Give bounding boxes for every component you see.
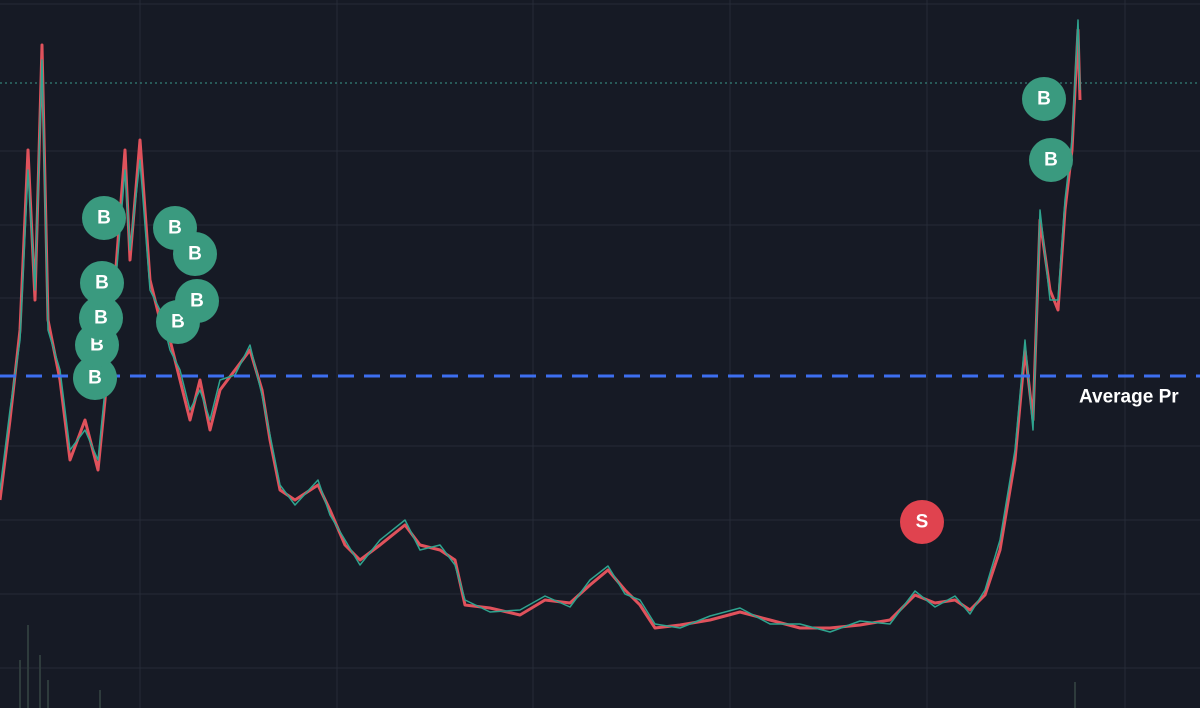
trade-markers: B B B B B B B B B B B S: [73, 77, 1073, 544]
buy-marker[interactable]: B: [175, 279, 219, 323]
buy-marker[interactable]: B: [79, 296, 123, 340]
sell-marker[interactable]: S: [900, 500, 944, 544]
buy-marker[interactable]: B: [80, 261, 124, 305]
marker-label: B: [94, 308, 108, 329]
buy-marker[interactable]: B: [1029, 138, 1073, 182]
marker-label: B: [97, 208, 111, 229]
buy-marker[interactable]: B: [82, 196, 126, 240]
marker-label: B: [190, 291, 204, 312]
marker-label: B: [1037, 89, 1051, 110]
marker-label: B: [88, 368, 102, 389]
buy-marker[interactable]: B: [1022, 77, 1066, 121]
buy-marker[interactable]: B: [73, 356, 117, 400]
marker-label: S: [916, 512, 929, 533]
marker-label: B: [188, 244, 202, 265]
marker-label: B: [1044, 150, 1058, 171]
marker-label: B: [95, 273, 109, 294]
volume-bars: [19, 625, 1076, 708]
marker-label: B: [171, 312, 185, 333]
buy-marker[interactable]: B: [173, 232, 217, 276]
marker-label: B: [168, 218, 182, 239]
average-price-label: Average Pr: [1079, 387, 1179, 408]
